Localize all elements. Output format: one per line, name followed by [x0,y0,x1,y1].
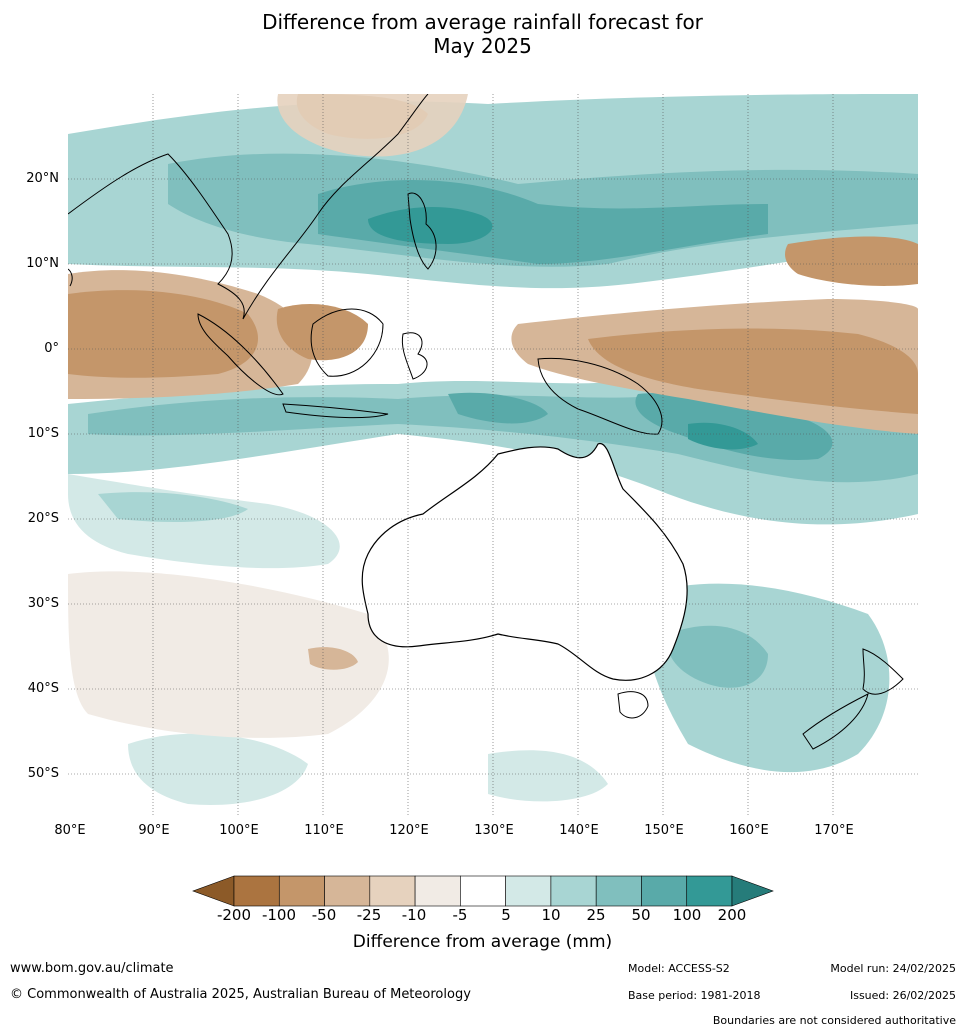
title-line-1: Difference from average rainfall forecas… [262,10,703,34]
lat-label-50s: 50°S [27,766,59,781]
colorbar-swatch [278,875,325,907]
sri-lanka-coastline [68,268,73,287]
colorbar-swatch [641,875,688,907]
new-guinea-coastline [537,357,663,435]
sulawesi-coastline [401,332,428,380]
colorbar-swatch [414,875,461,907]
lon-label-100e: 100°E [219,823,259,838]
colorbar-swatch [460,875,506,907]
colorbar-tick: -10 [401,906,427,924]
lon-label-140e: 140°E [559,823,599,838]
colorbar-tick: 5 [501,906,511,924]
lat-label-0: 0° [44,341,59,356]
lon-label-170e: 170°E [814,823,854,838]
colorbar-tick: 200 [717,906,747,924]
lon-label-150e: 150°E [644,823,684,838]
tasmania-coastline [617,691,649,719]
sumatra-coastline [197,313,284,396]
dry-pacific-north [785,236,918,286]
map-title: Difference from average rainfall forecas… [0,10,965,58]
lon-label-90e: 90°E [138,823,170,838]
colorbar-swatch [369,875,416,907]
lon-label-110e: 110°E [304,823,344,838]
boundary-disclaimer: Boundaries are not considered authoritat… [712,1014,956,1027]
colorbar-tick: 100 [672,906,702,924]
negative-anomaly-regions [68,94,918,738]
colorbar-swatch [550,875,597,907]
wet-core-coral-sea [635,393,833,460]
colorbar-swatch [595,875,642,907]
colorbar-tick: -25 [356,906,382,924]
lat-label-20n: 20°N [26,171,59,186]
colorbar-tick: 50 [631,906,651,924]
colorbar-swatch [233,875,280,907]
copyright-text: © Commonwealth of Australia 2025, Austra… [10,987,471,1002]
australia-coastline [361,443,688,681]
wet-core-java [448,392,548,424]
colorbar-tick: -50 [311,906,337,924]
colorbar-svg [192,875,774,907]
wet-peak-coral-sea [688,422,758,450]
new-zealand-north-coastline [862,648,904,695]
lon-label-120e: 120°E [389,823,429,838]
colorbar-swatch [324,875,371,907]
lon-label-80e: 80°E [54,823,86,838]
model-run-date: Model run: 24/02/2025 [830,962,956,975]
dry-sumatra-core [68,290,258,378]
website-link[interactable]: www.bom.gov.au/climate [10,961,174,976]
colorbar-swatch [686,875,733,907]
colorbar-extension-low [192,875,235,907]
rainfall-map-svg [68,94,918,816]
lat-label-10n: 10°N [26,256,59,271]
lat-label-20s: 20°S [27,511,59,526]
philippines-coastline [407,192,437,270]
colorbar-tick: -100 [261,906,297,924]
dry-pacific-core [588,328,918,414]
graticule [68,94,918,816]
colorbar-swatch [505,875,552,907]
colorbar-tick: 10 [541,906,561,924]
wet-peak-philippines [368,207,493,244]
wet-tasman-core [667,625,768,688]
rainfall-map [68,94,918,816]
model-name: Model: ACCESS-S2 [628,962,730,975]
asia-coastline [68,94,429,320]
colorbar-tick: 25 [586,906,606,924]
base-period: Base period: 1981-2018 [628,989,761,1002]
wet-indian-ocean-2 [98,492,248,522]
colorbar [192,874,774,912]
lat-label-10s: 10°S [27,426,59,441]
lon-label-160e: 160°E [729,823,769,838]
borneo-coastline [310,308,384,377]
colorbar-tick: -200 [216,906,252,924]
wet-southern-ocean [128,733,308,805]
title-line-2: May 2025 [433,34,532,58]
issued-date: Issued: 26/02/2025 [849,989,956,1002]
lat-label-40s: 40°S [27,681,59,696]
positive-anomaly-regions [68,94,918,805]
dry-borneo [276,304,368,361]
dry-small-1 [308,647,358,670]
colorbar-title: Difference from average (mm) [352,932,613,952]
dry-south-west-light [68,571,389,738]
colorbar-extension-high [731,875,774,907]
lon-label-130e: 130°E [474,823,514,838]
lat-label-30s: 30°S [27,596,59,611]
dry-china-outer [277,94,468,157]
java-coastline [282,403,389,419]
new-zealand-south-coastline [802,693,869,750]
colorbar-tick: -5 [452,906,468,924]
